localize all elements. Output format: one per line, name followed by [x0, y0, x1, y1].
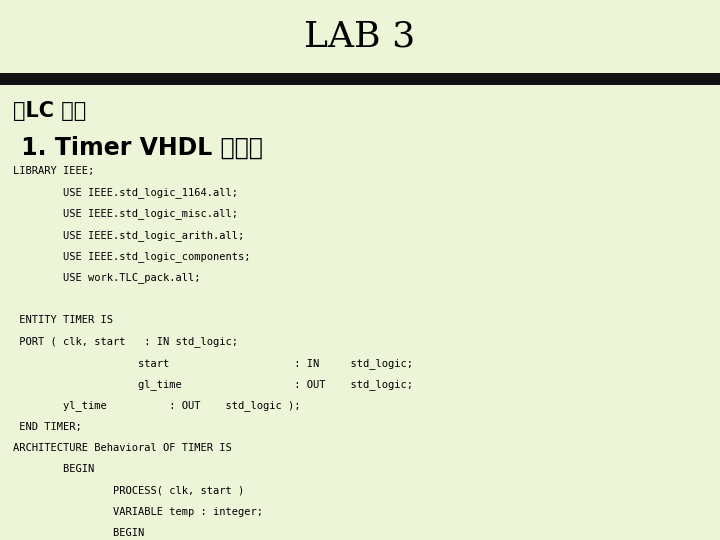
Text: start                    : IN     std_logic;: start : IN std_logic; [13, 358, 413, 369]
Text: LIBRARY IEEE;: LIBRARY IEEE; [13, 166, 94, 176]
Text: USE IEEE.std_logic_components;: USE IEEE.std_logic_components; [13, 251, 251, 262]
Text: yl_time          : OUT    std_logic );: yl_time : OUT std_logic ); [13, 401, 300, 411]
Text: ARCHITECTURE Behavioral OF TIMER IS: ARCHITECTURE Behavioral OF TIMER IS [13, 443, 232, 453]
Text: USE work.TLC_pack.all;: USE work.TLC_pack.all; [13, 272, 200, 284]
Text: USE IEEE.std_logic_arith.all;: USE IEEE.std_logic_arith.all; [13, 230, 244, 241]
Text: VARIABLE temp : integer;: VARIABLE temp : integer; [13, 507, 263, 517]
Text: PROCESS( clk, start ): PROCESS( clk, start ) [13, 486, 244, 496]
Text: BEGIN: BEGIN [13, 464, 94, 475]
Text: ENTITY TIMER IS: ENTITY TIMER IS [13, 315, 113, 325]
Text: PORT ( clk, start   : IN std_logic;: PORT ( clk, start : IN std_logic; [13, 336, 238, 347]
Text: USE IEEE.std_logic_misc.all;: USE IEEE.std_logic_misc.all; [13, 208, 238, 219]
Text: LAB 3: LAB 3 [305, 19, 415, 53]
Bar [0, 73, 720, 85]
Text: 1. Timer VHDL 모델링: 1. Timer VHDL 모델링 [13, 136, 263, 160]
Text: BEGIN: BEGIN [13, 528, 144, 538]
Text: USE IEEE.std_logic_1164.all;: USE IEEE.std_logic_1164.all; [13, 187, 238, 198]
Bar [0, 0, 720, 73]
Text: 畔LC 설계: 畔LC 설계 [13, 101, 86, 121]
Text: END TIMER;: END TIMER; [13, 422, 81, 432]
Text: gl_time                  : OUT    std_logic;: gl_time : OUT std_logic; [13, 379, 413, 390]
